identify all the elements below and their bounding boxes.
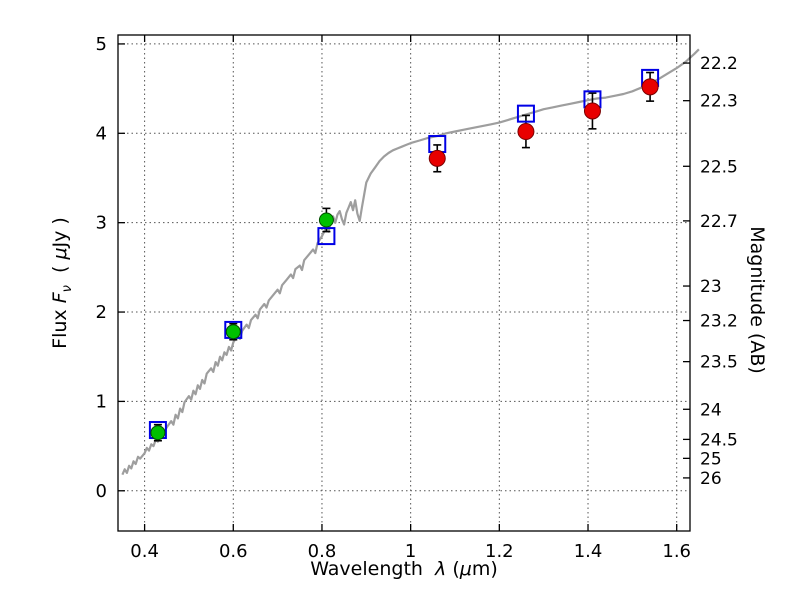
data-point bbox=[225, 324, 241, 340]
y-left-tick-label: 5 bbox=[96, 34, 107, 55]
model-photometry-squares bbox=[148, 68, 660, 440]
x-tick-label: 1 bbox=[405, 541, 416, 562]
data-point bbox=[150, 425, 166, 441]
data-point bbox=[641, 78, 659, 96]
data-point bbox=[517, 123, 535, 141]
y-right-tick-label: 22.3 bbox=[700, 92, 738, 112]
grid-lines bbox=[118, 35, 690, 531]
y-left-tick-label: 3 bbox=[96, 213, 107, 234]
y-left-word: Flux bbox=[49, 309, 72, 349]
y-right-tick-label: 24.5 bbox=[700, 430, 738, 450]
y-right-tick-label: 24 bbox=[700, 400, 722, 420]
x-axis-unit-open: ( bbox=[452, 558, 460, 580]
y-left-tick-label: 4 bbox=[96, 123, 107, 144]
x-tick-label: 0.8 bbox=[308, 541, 337, 562]
y-left-f: F bbox=[49, 292, 72, 304]
y-left-sub: ν bbox=[59, 285, 75, 293]
x-tick-label: 0.4 bbox=[130, 541, 159, 562]
y-right-tick-label: 23.2 bbox=[700, 312, 738, 332]
y-right-text: Magnitude (AB) bbox=[746, 226, 768, 374]
x-tick-label: 0.6 bbox=[219, 541, 248, 562]
model-photometry-square bbox=[516, 104, 535, 123]
observed-points-green bbox=[150, 212, 334, 441]
y-left-tick-label: 0 bbox=[96, 481, 107, 502]
y-right-tick-label: 22.7 bbox=[700, 212, 738, 232]
data-point bbox=[428, 149, 446, 167]
x-axis-unit-mu: μ bbox=[459, 558, 472, 580]
x-tick-label: 1.4 bbox=[574, 541, 603, 562]
x-axis-unit-close: m) bbox=[471, 558, 498, 580]
y-right-tick-label: 25 bbox=[700, 449, 722, 469]
model-spectrum bbox=[121, 48, 700, 476]
observed-points-red bbox=[428, 78, 659, 167]
y-right-tick-label: 26 bbox=[700, 469, 722, 489]
y-right-tick-label: 23.5 bbox=[700, 353, 738, 373]
y-right-tick-label: 23 bbox=[700, 277, 722, 297]
plot-frame bbox=[117, 34, 691, 532]
error-bars bbox=[153, 71, 655, 442]
x-axis-title: Wavelength λ (μm) bbox=[118, 558, 690, 580]
y-left-unit-mu: μ bbox=[49, 247, 72, 260]
y-right-tick-label: 22.2 bbox=[700, 54, 738, 74]
data-point bbox=[583, 102, 601, 120]
x-axis-word: Wavelength bbox=[310, 558, 423, 580]
y-left-unit-close: Jy ) bbox=[49, 217, 72, 248]
axis-ticks bbox=[118, 35, 690, 531]
x-axis-symbol: λ bbox=[435, 558, 447, 580]
model-photometry-square bbox=[317, 227, 336, 246]
x-tick-label: 1.6 bbox=[662, 541, 691, 562]
y-left-tick-label: 1 bbox=[96, 391, 107, 412]
x-tick-labels: 0.4 0.6 0.8 1 1.2 1.4 1.6 bbox=[130, 541, 691, 562]
y-right-tick-label: 22.5 bbox=[700, 157, 738, 177]
y-axis-title-left: Flux ​Fν ( μJy ) bbox=[49, 217, 75, 349]
y-left-tick-label: 2 bbox=[96, 302, 107, 323]
data-point bbox=[318, 212, 334, 228]
x-tick-label: 1.2 bbox=[485, 541, 514, 562]
y-tick-labels-left: 0 1 2 3 4 5 bbox=[96, 34, 107, 502]
y-axis-title-right: Magnitude (AB) bbox=[746, 226, 768, 374]
y-left-unit-open: ( bbox=[49, 259, 72, 274]
